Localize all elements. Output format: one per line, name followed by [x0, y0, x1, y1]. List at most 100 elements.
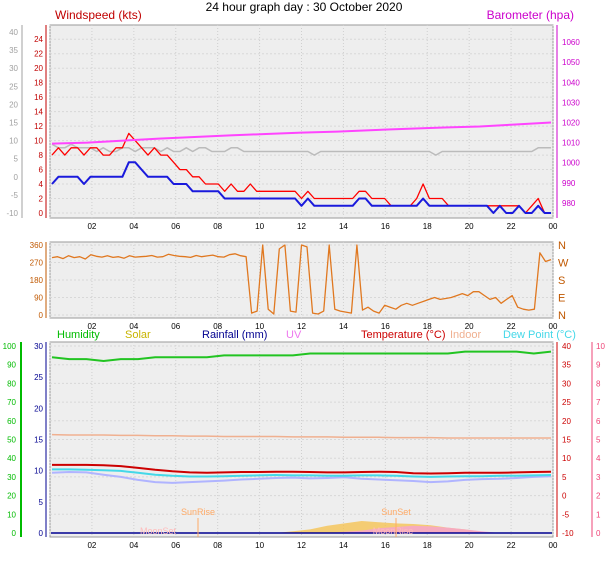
direction-x-tick-label: 20	[465, 322, 474, 331]
gray-scale-tick-label: 30	[9, 64, 18, 73]
temp-x-tick-label: 20	[465, 541, 474, 550]
windspeed-tick-label: 8	[39, 151, 44, 160]
gray-scale-tick-label: 35	[9, 46, 18, 55]
compass-label: N	[558, 240, 566, 252]
rainfall-tick-label: 0	[39, 529, 44, 538]
barometer-tick-label: 1030	[562, 98, 580, 107]
temp-x-tick-label: 08	[213, 541, 222, 550]
rainfall-tick-label: 10	[34, 467, 43, 476]
windspeed-tick-label: 4	[39, 180, 44, 189]
wind-x-tick-label: 04	[129, 222, 138, 231]
uv-tick-label: 9	[596, 361, 601, 370]
temperature-tick-label: 0	[562, 492, 567, 501]
barometer-tick-label: 1060	[562, 38, 580, 47]
wind-baro-panel: 02 04 06 08 10 12 14 16 18 20 22 000246810121416182…	[6, 8, 580, 231]
uv-tick-label: 4	[596, 454, 601, 463]
humidity-tick-label: 70	[7, 398, 16, 407]
temperature-tick-label: -10	[562, 529, 574, 538]
humidity-tick-label: 50	[7, 436, 16, 445]
uv-tick-label: 8	[596, 379, 601, 388]
barometer-axis-title: Barometer (hpa)	[487, 8, 574, 22]
sun-moon-annotation: SunRise	[181, 507, 215, 517]
gray-scale-tick-label: -10	[6, 209, 18, 218]
windspeed-tick-label: 12	[34, 122, 43, 131]
compass-label: W	[558, 258, 569, 270]
direction-tick-label: 0	[39, 311, 44, 320]
compass-label: E	[558, 293, 565, 305]
direction-x-tick-label: 10	[255, 322, 264, 331]
gray-scale-tick-label: 25	[9, 82, 18, 91]
barometer-line	[51, 121, 552, 145]
legend-label: Dew Point (°C)	[503, 329, 576, 341]
windspeed-axis-title: Windspeed (kts)	[55, 8, 142, 22]
feels-like-line	[51, 471, 552, 484]
temp-x-tick-label: 16	[381, 541, 390, 550]
wind-x-tick-label: 10	[255, 222, 264, 231]
compass-label: N	[558, 310, 566, 322]
direction-x-tick-label: 14	[339, 322, 348, 331]
humidity-tick-label: 80	[7, 379, 16, 388]
temperature-tick-label: 30	[562, 379, 571, 388]
uv-tick-label: 3	[596, 473, 601, 482]
uv-tick-label: 0	[596, 529, 601, 538]
temp-x-tick-label: 18	[423, 541, 432, 550]
temperature-tick-label: 40	[562, 342, 571, 351]
direction-x-tick-label: 16	[381, 322, 390, 331]
uv-area	[52, 525, 551, 533]
uv-tick-label: 1	[596, 510, 601, 519]
temp-x-tick-label: 00	[549, 541, 558, 550]
windspeed-tick-label: 6	[39, 166, 44, 175]
humidity-tick-label: 90	[7, 361, 16, 370]
legend-label: Rainfall (mm)	[202, 329, 267, 341]
gray-scale-tick-label: -5	[11, 191, 19, 200]
temperature-tick-label: 5	[562, 473, 567, 482]
wind-x-tick-label: 16	[381, 222, 390, 231]
humidity-line	[51, 350, 552, 362]
temperature-tick-label: 35	[562, 361, 571, 370]
humidity-tick-label: 30	[7, 473, 16, 482]
rainfall-tick-label: 25	[34, 373, 43, 382]
humidity-tick-label: 100	[3, 342, 17, 351]
barometer-tick-label: 1000	[562, 159, 580, 168]
legend-label: Humidity	[57, 329, 100, 341]
gray-scale-tick-label: 0	[14, 173, 19, 182]
direction-x-tick-label: 02	[87, 322, 96, 331]
direction-plot-area	[49, 241, 554, 319]
direction-x-tick-label: 18	[423, 322, 432, 331]
barometer-tick-label: 980	[562, 199, 576, 208]
rainfall-tick-label: 5	[39, 498, 44, 507]
rainfall-tick-label: 15	[34, 436, 43, 445]
direction-tick-label: 180	[30, 276, 44, 285]
direction-x-tick-label: 00	[549, 322, 558, 331]
humidity-tick-label: 40	[7, 454, 16, 463]
gray-scale-tick-label: 15	[9, 119, 18, 128]
direction-tick-label: 90	[34, 294, 43, 303]
gray-scale-tick-label: 20	[9, 100, 18, 109]
direction-tick-label: 360	[30, 241, 44, 250]
wind-x-tick-label: 02	[87, 222, 96, 231]
windspeed-tick-label: 14	[34, 108, 43, 117]
wind-x-tick-label: 06	[171, 222, 180, 231]
barometer-tick-label: 1020	[562, 119, 580, 128]
humidity-tick-label: 20	[7, 492, 16, 501]
windspeed-tick-label: 24	[34, 35, 43, 44]
temp-x-tick-label: 02	[87, 541, 96, 550]
direction-x-tick-label: 12	[297, 322, 306, 331]
temperature-tick-label: 20	[562, 417, 571, 426]
windspeed-tick-label: 20	[34, 64, 43, 73]
uv-tick-label: 6	[596, 417, 601, 426]
temperature-line	[52, 463, 552, 475]
barometer-tick-label: 990	[562, 179, 576, 188]
direction-x-tick-label: 22	[507, 322, 516, 331]
wind-x-tick-label: 22	[507, 222, 516, 231]
humidity-tick-label: 0	[12, 529, 17, 538]
windspeed-tick-label: 18	[34, 79, 43, 88]
direction-tick-label: 270	[30, 259, 44, 268]
uv-tick-label: 7	[596, 398, 601, 407]
direction-x-tick-label: 04	[129, 322, 138, 331]
uv-tick-label: 5	[596, 436, 601, 445]
gray-series-line	[51, 143, 551, 156]
barometer-tick-label: 1040	[562, 78, 580, 87]
